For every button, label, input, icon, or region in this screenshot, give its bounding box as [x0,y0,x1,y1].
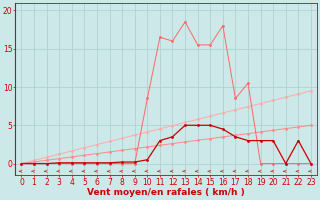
X-axis label: Vent moyen/en rafales ( km/h ): Vent moyen/en rafales ( km/h ) [87,188,245,197]
